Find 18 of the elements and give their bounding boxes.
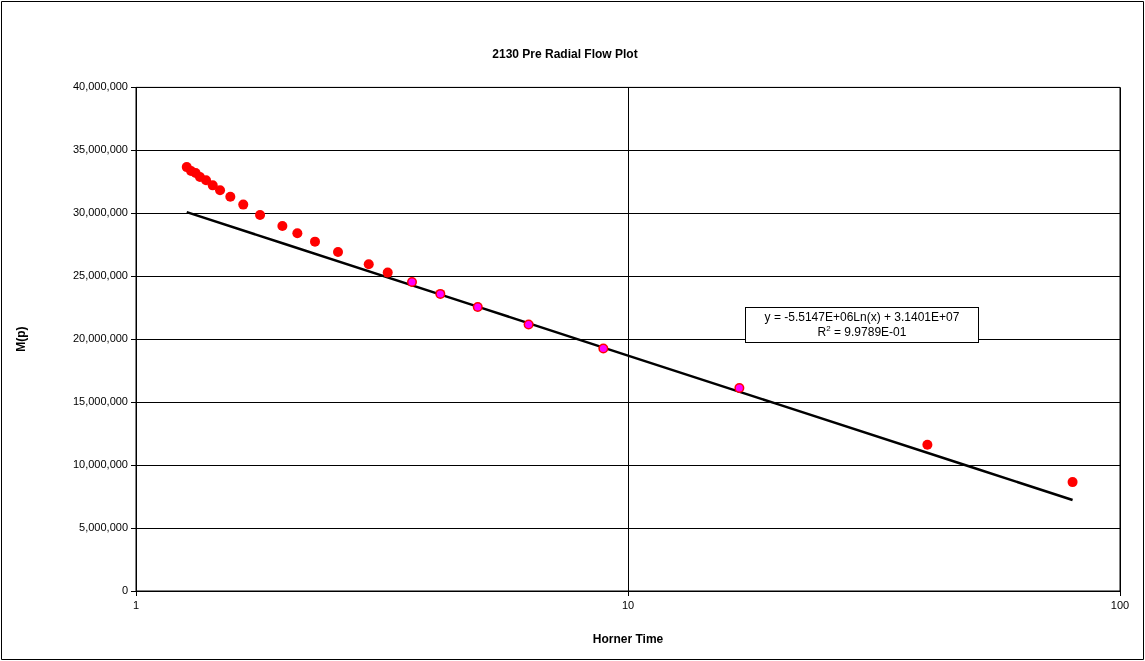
y-tick-label: 15,000,000: [72, 395, 128, 408]
y-tick-label: 10,000,000: [72, 458, 128, 471]
y-tick-label: 20,000,000: [72, 332, 128, 345]
y-tick-label: 35,000,000: [72, 143, 128, 156]
x-tick-label: 10: [621, 598, 635, 611]
x-axis-title: Horner Time: [592, 632, 664, 647]
x-tick-label: 100: [1110, 598, 1130, 611]
y-axis-title: M(p): [13, 326, 28, 352]
annotation: y = -5.5147E+06Ln(x) + 3.1401E+07: [763, 310, 961, 325]
annotation: R$^{2}$ = 9.9789E-01: [816, 324, 908, 340]
y-tick-label: 30,000,000: [72, 206, 128, 219]
y-tick-label: 0: [121, 584, 128, 597]
y-tick-label: 40,000,000: [72, 80, 128, 93]
x-tick-label: 1: [132, 598, 140, 611]
equation-box: y = -5.5147E+06Ln(x) + 3.1401E+07 R$^{2}$ = 9.9789E-01: [745, 307, 979, 343]
y-tick-label: 25,000,000: [72, 269, 128, 282]
chart-title: 2130 Pre Radial Flow Plot: [492, 46, 638, 61]
y-tick-label: 5,000,000: [79, 521, 128, 534]
